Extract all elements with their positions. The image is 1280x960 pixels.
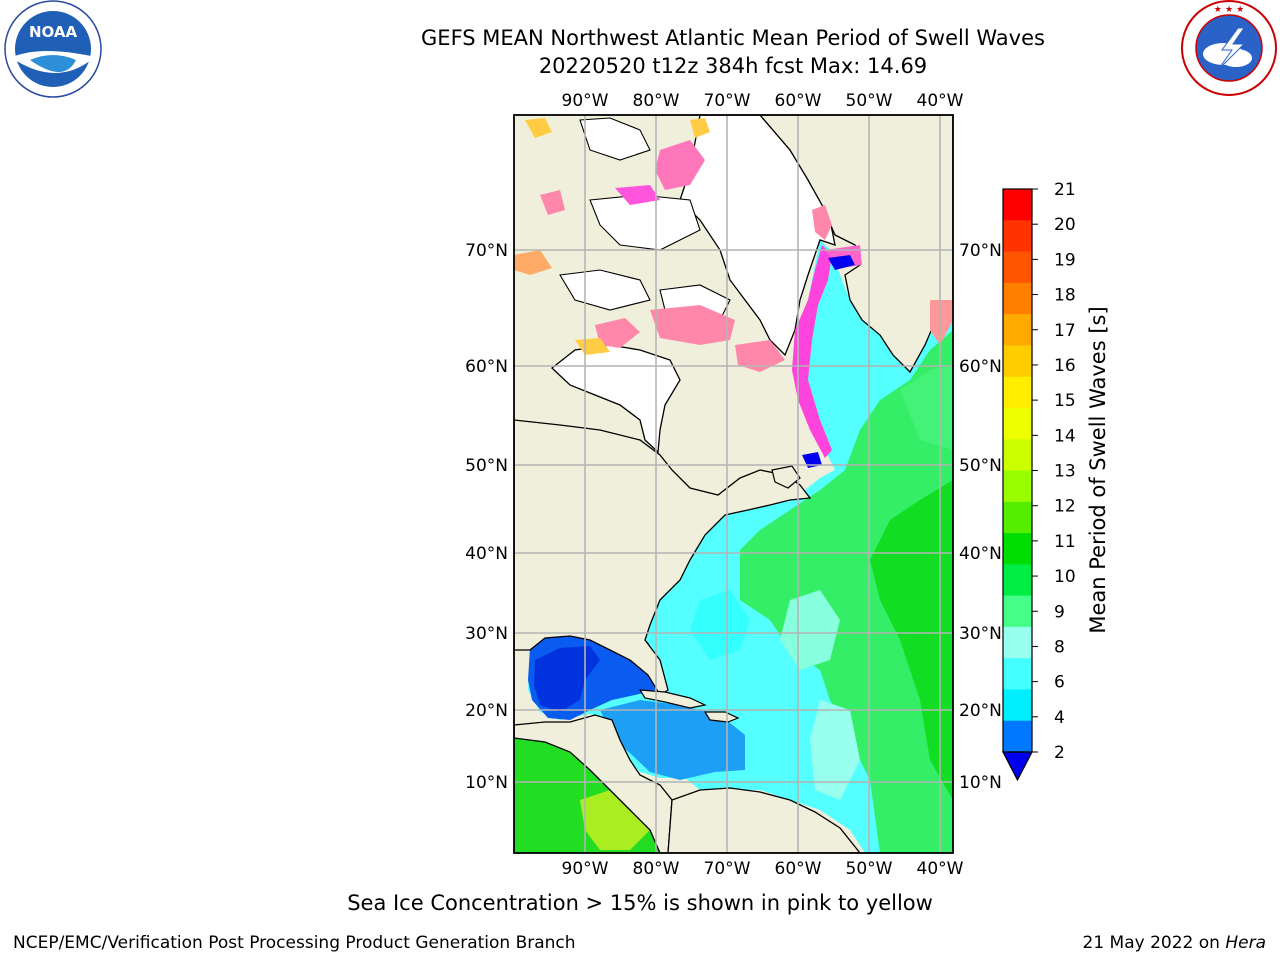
colorbar-segment xyxy=(1003,689,1032,722)
colorbar-segment xyxy=(1003,220,1032,253)
lat-labels-left: 70°N 60°N 50°N 40°N 30°N 20°N 10°N xyxy=(465,241,508,793)
lat-label: 50°N xyxy=(465,456,508,476)
colorbar-tick-label: 16 xyxy=(1054,356,1076,376)
colorbar-tick-label: 21 xyxy=(1054,180,1076,200)
lon-labels-bottom: 90°W 80°W 70°W 60°W 50°W 40°W xyxy=(562,859,964,879)
map-frame xyxy=(513,114,954,854)
chart-subtitle: 20220520 t12z 384h fcst Max: 14.69 xyxy=(538,54,928,78)
colorbar-tick-label: 8 xyxy=(1054,637,1065,657)
colorbar-tick-label: 20 xyxy=(1054,215,1076,235)
footer-date-text: 21 May 2022 on xyxy=(1082,933,1226,953)
colorbar-tick-label: 2 xyxy=(1054,743,1065,763)
caribbean-sea xyxy=(600,700,745,780)
colorbar-tick-label: 18 xyxy=(1054,286,1076,306)
south-america-land xyxy=(667,787,861,853)
colorbar-segment xyxy=(1003,501,1032,534)
svg-text:★ ★ ★: ★ ★ ★ xyxy=(1214,5,1244,15)
swell-zone-green-2 xyxy=(870,480,953,800)
lon-label: 50°W xyxy=(846,859,893,879)
noaa-logo-text: NOAA xyxy=(29,23,78,41)
noaa-logo: NOAA xyxy=(4,0,102,98)
lat-label: 60°N xyxy=(959,357,1002,377)
colorbar-segment xyxy=(1003,439,1032,471)
sea-ice-caption: Sea Ice Concentration > 15% is shown in … xyxy=(347,891,933,915)
lat-label: 10°N xyxy=(959,773,1002,793)
lon-label: 50°W xyxy=(846,91,893,111)
colorbar-segment xyxy=(1003,189,1032,221)
map-gridlines xyxy=(514,115,953,853)
north-america-land xyxy=(514,419,812,696)
lat-label: 10°N xyxy=(465,773,508,793)
colorbar: 21 20 19 18 17 16 15 14 13 12 11 10 9 8 6 4 2 xyxy=(1002,180,1076,782)
lon-label: 40°W xyxy=(917,859,964,879)
lat-label: 70°N xyxy=(465,241,508,261)
colorbar-tick-label: 4 xyxy=(1054,708,1065,728)
colorbar-tick-label: 6 xyxy=(1054,673,1065,693)
lon-label: 80°W xyxy=(633,859,680,879)
colorbar-segment xyxy=(1003,345,1032,378)
lat-label: 60°N xyxy=(465,357,508,377)
hispaniola-land xyxy=(703,711,740,723)
colorbar-segment xyxy=(1003,658,1032,690)
lat-label: 70°N xyxy=(959,241,1002,261)
colorbar-tick-label: 17 xyxy=(1054,321,1076,341)
colorbar-segment xyxy=(1003,470,1032,503)
lon-label: 60°W xyxy=(775,859,822,879)
lat-label: 30°N xyxy=(959,624,1002,644)
sea-ice-labrador xyxy=(792,245,832,458)
lon-label: 40°W xyxy=(917,91,964,111)
colorbar-segment xyxy=(1003,251,1032,284)
colorbar-tick-label: 15 xyxy=(1054,391,1076,411)
colorbar-tick-label: 10 xyxy=(1054,567,1076,587)
lon-label: 80°W xyxy=(633,91,680,111)
colorbar-tick-label: 12 xyxy=(1054,497,1076,517)
lat-label: 40°N xyxy=(959,544,1002,564)
swell-zone-green-1 xyxy=(740,330,953,853)
colorbar-segment xyxy=(1003,282,1032,315)
lat-label: 20°N xyxy=(465,701,508,721)
colorbar-under-arrow xyxy=(1002,751,1033,782)
footer-date: 21 May 2022 on Hera xyxy=(1083,933,1267,953)
colorbar-segment xyxy=(1003,533,1032,565)
colorbar-tick-label: 9 xyxy=(1054,602,1065,622)
lon-label: 70°W xyxy=(704,91,751,111)
colorbar-segment xyxy=(1003,376,1032,409)
lat-label: 30°N xyxy=(465,624,508,644)
footer-organization: NCEP/EMC/Verification Post Processing Pr… xyxy=(13,933,576,953)
colorbar-segment xyxy=(1003,595,1032,628)
newfoundland-land xyxy=(771,465,801,489)
colorbar-segment xyxy=(1003,564,1032,597)
colorbar-tick-label: 14 xyxy=(1054,426,1076,446)
lon-label: 60°W xyxy=(775,91,822,111)
colorbar-tick-label: 19 xyxy=(1054,250,1076,270)
nws-logo: ★ ★ ★ xyxy=(1181,0,1277,96)
colorbar-label: Mean Period of Swell Waves [s] xyxy=(1086,306,1110,634)
colorbar-segment xyxy=(1003,407,1032,440)
colorbar-segment xyxy=(1003,314,1032,346)
lat-labels-right: 70°N 60°N 50°N 40°N 30°N 20°N 10°N xyxy=(959,241,1002,793)
lon-labels-top: 90°W 80°W 70°W 60°W 50°W 40°W xyxy=(562,91,964,111)
lat-label: 50°N xyxy=(959,456,1002,476)
lat-label: 40°N xyxy=(465,544,508,564)
footer-host: Hera xyxy=(1225,933,1266,953)
lat-label: 20°N xyxy=(959,701,1002,721)
chart-title: GEFS MEAN Northwest Atlantic Mean Period… xyxy=(421,26,1045,50)
colorbar-tick-label: 11 xyxy=(1054,532,1076,552)
sea-ice-foxe-basin xyxy=(655,140,705,190)
colorbar-segment xyxy=(1003,720,1032,753)
colorbar-tick-label: 13 xyxy=(1054,462,1076,482)
lon-label: 90°W xyxy=(562,91,609,111)
lon-label: 90°W xyxy=(562,859,609,879)
colorbar-segment xyxy=(1003,626,1032,659)
lon-label: 70°W xyxy=(704,859,751,879)
